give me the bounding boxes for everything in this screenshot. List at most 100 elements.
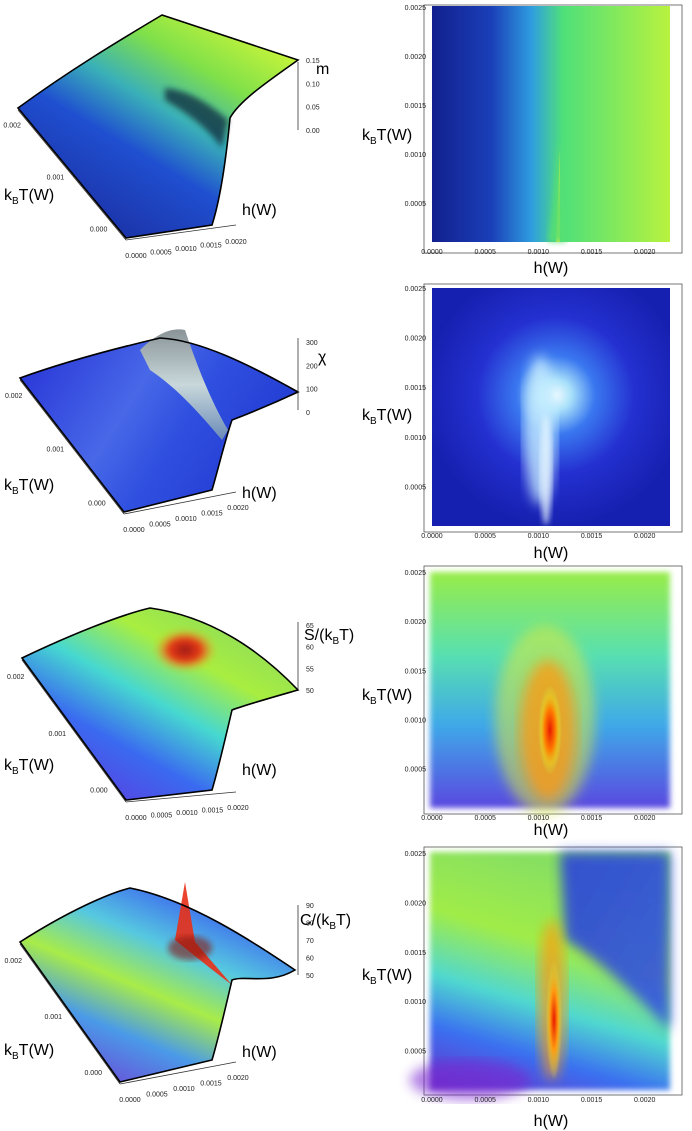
y-axis-label: kBT(W) — [362, 127, 412, 147]
z-tick-label: 0.10 — [306, 81, 320, 88]
x-tick-label: 0.0010 — [528, 815, 550, 822]
z-tick-label: 300 — [306, 340, 318, 347]
x-tick-label: 0.0005 — [474, 533, 496, 540]
y-axis-label: kBT(W) — [362, 407, 412, 427]
y-tick-label: 0.0005 — [405, 201, 427, 208]
x-tick-label: 0.0000 — [421, 815, 443, 822]
x-tick-label: 0.0015 — [202, 808, 224, 815]
x-tick-label: 0.0005 — [146, 1092, 168, 1099]
y-axis-label: kBT(W) — [362, 687, 412, 707]
y-axis-label: kBT(W) — [4, 757, 54, 777]
y-tick-label: 0.001 — [44, 1014, 62, 1021]
z-tick-label: 0.15 — [306, 58, 320, 65]
y-tick-label: 0.0025 — [405, 5, 427, 12]
y-tick-label: 0.000 — [88, 500, 106, 507]
y-tick-label: 0.000 — [84, 1070, 102, 1077]
z-tick-label: 80 — [306, 921, 314, 928]
surface-S-axes — [21, 622, 299, 803]
x-tick-label: 0.0000 — [421, 1097, 443, 1104]
surface-m-face — [18, 15, 298, 238]
x-tick-label: 0.0015 — [200, 243, 222, 250]
y-tick-label: 0.0005 — [405, 1049, 427, 1056]
surface-m-axes — [17, 62, 299, 241]
z-axis-label: m — [316, 61, 329, 78]
y-tick-label: 0.0010 — [405, 999, 427, 1006]
y-tick-label: 0.001 — [47, 175, 65, 182]
x-tick-label: 0.0010 — [528, 1097, 550, 1104]
y-tick-label: 0.001 — [49, 731, 67, 738]
heatmap-S — [423, 565, 683, 815]
x-tick-label: 0.0020 — [634, 1097, 656, 1104]
x-tick-label: 0.0020 — [227, 505, 249, 512]
x-tick-label: 0.0005 — [150, 250, 172, 257]
x-tick-label: 0.0000 — [125, 815, 147, 822]
z-tick-label: 50 — [306, 973, 314, 980]
surface-chi-peak — [140, 329, 228, 440]
y-axis-label: kBT(W) — [4, 477, 54, 497]
x-axis-label: h(W) — [534, 260, 569, 277]
surface-chi-axes — [19, 338, 299, 515]
y-tick-label: 0.002 — [7, 674, 25, 681]
heatmap-m-field — [432, 6, 670, 242]
y-tick-label: 0.0020 — [405, 54, 427, 61]
z-tick-label: 60 — [306, 956, 314, 963]
x-tick-label: 0.0015 — [581, 815, 603, 822]
x-tick-label: 0.0005 — [474, 249, 496, 256]
y-axis-label: kBT(W) — [362, 967, 412, 987]
y-axis-label: kBT(W) — [4, 187, 54, 207]
y-tick-label: 0.000 — [90, 227, 108, 234]
x-axis-label: h(W) — [534, 1113, 569, 1130]
y-tick-label: 0.0005 — [405, 484, 427, 491]
heatmap-chi — [423, 283, 683, 533]
z-tick-label: 100 — [306, 387, 318, 394]
y-tick-label: 0.0020 — [405, 336, 427, 343]
x-tick-label: 0.0000 — [125, 253, 147, 260]
z-tick-label: 0.00 — [306, 128, 320, 135]
z-tick-label: 200 — [306, 363, 318, 370]
y-tick-label: 0.0020 — [405, 619, 427, 626]
x-axis-label: h(W) — [242, 485, 277, 502]
x-tick-label: 0.0015 — [201, 511, 223, 518]
x-tick-label: 0.0010 — [173, 1086, 195, 1093]
x-tick-label: 0.0015 — [581, 249, 603, 256]
heatmap-m — [423, 4, 683, 254]
y-tick-label: 0.0010 — [405, 152, 427, 159]
z-axis-label: C/(kBT) — [300, 912, 351, 932]
surface-C-face — [20, 888, 295, 1082]
y-axis-label: kBT(W) — [4, 1042, 54, 1062]
z-axis-label: S/(kBT) — [304, 627, 354, 647]
x-axis-label: h(W) — [534, 822, 569, 839]
y-tick-label: 0.0005 — [405, 767, 427, 774]
x-tick-label: 0.0010 — [528, 249, 550, 256]
y-tick-label: 0.002 — [3, 123, 21, 130]
x-tick-label: 0.0020 — [634, 815, 656, 822]
x-tick-label: 0.0000 — [123, 527, 145, 534]
z-tick-label: 0 — [306, 410, 310, 417]
surface-chi — [18, 329, 300, 513]
x-tick-label: 0.0010 — [176, 810, 198, 817]
surface-S — [20, 607, 300, 801]
y-tick-label: 0.0015 — [405, 950, 427, 957]
x-tick-label: 0.0010 — [175, 516, 197, 523]
x-axis-label: h(W) — [242, 762, 277, 779]
y-tick-label: 0.000 — [90, 788, 108, 795]
y-tick-label: 0.0025 — [405, 570, 427, 577]
x-tick-label: 0.0015 — [581, 533, 603, 540]
y-tick-label: 0.002 — [5, 393, 23, 400]
x-axis-label: h(W) — [534, 545, 569, 562]
surface-chi-face — [20, 338, 298, 512]
z-tick-label: 65 — [306, 623, 314, 630]
x-tick-label: 0.0015 — [581, 1097, 603, 1104]
y-tick-label: 0.0015 — [405, 385, 427, 392]
x-axis-label: h(W) — [242, 1044, 277, 1061]
y-tick-label: 0.0010 — [405, 435, 427, 442]
y-tick-label: 0.0025 — [405, 851, 427, 858]
y-tick-label: 0.0015 — [405, 668, 427, 675]
y-tick-label: 0.0010 — [405, 718, 427, 725]
y-tick-label: 0.0025 — [405, 286, 427, 293]
x-tick-label: 0.0020 — [225, 239, 247, 246]
surface-m — [16, 14, 300, 239]
surface-C — [18, 882, 297, 1083]
x-tick-label: 0.0000 — [421, 249, 443, 256]
y-tick-label: 0.0020 — [405, 900, 427, 907]
